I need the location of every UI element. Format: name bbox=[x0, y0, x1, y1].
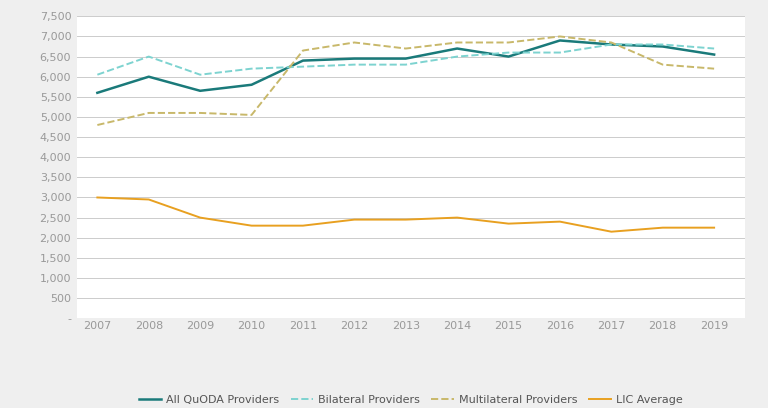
Bilateral Providers bbox=[555, 50, 564, 55]
All QuODA Providers bbox=[401, 56, 410, 61]
Multilateral Providers bbox=[452, 40, 462, 45]
All QuODA Providers bbox=[349, 56, 359, 61]
Multilateral Providers bbox=[144, 111, 154, 115]
Bilateral Providers bbox=[710, 46, 719, 51]
LIC Average bbox=[504, 221, 513, 226]
Multilateral Providers bbox=[401, 46, 410, 51]
All QuODA Providers bbox=[607, 42, 616, 47]
Bilateral Providers bbox=[144, 54, 154, 59]
Multilateral Providers bbox=[658, 62, 667, 67]
LIC Average bbox=[607, 229, 616, 234]
Multilateral Providers bbox=[504, 40, 513, 45]
LIC Average bbox=[144, 197, 154, 202]
Multilateral Providers bbox=[710, 66, 719, 71]
Multilateral Providers bbox=[349, 40, 359, 45]
Line: Bilateral Providers: Bilateral Providers bbox=[98, 44, 714, 75]
All QuODA Providers bbox=[144, 74, 154, 79]
Multilateral Providers bbox=[196, 111, 205, 115]
All QuODA Providers bbox=[196, 89, 205, 93]
All QuODA Providers bbox=[93, 90, 102, 95]
Bilateral Providers bbox=[504, 50, 513, 55]
All QuODA Providers bbox=[247, 82, 257, 87]
LIC Average bbox=[247, 223, 257, 228]
LIC Average bbox=[93, 195, 102, 200]
All QuODA Providers bbox=[504, 54, 513, 59]
Multilateral Providers bbox=[93, 122, 102, 127]
Bilateral Providers bbox=[452, 54, 462, 59]
Bilateral Providers bbox=[658, 42, 667, 47]
Line: Multilateral Providers: Multilateral Providers bbox=[98, 36, 714, 125]
Multilateral Providers bbox=[555, 34, 564, 39]
Multilateral Providers bbox=[607, 40, 616, 45]
Multilateral Providers bbox=[298, 48, 307, 53]
LIC Average bbox=[658, 225, 667, 230]
LIC Average bbox=[710, 225, 719, 230]
All QuODA Providers bbox=[658, 44, 667, 49]
Bilateral Providers bbox=[607, 42, 616, 47]
Line: LIC Average: LIC Average bbox=[98, 197, 714, 232]
Bilateral Providers bbox=[298, 64, 307, 69]
Bilateral Providers bbox=[349, 62, 359, 67]
Bilateral Providers bbox=[196, 72, 205, 77]
Bilateral Providers bbox=[401, 62, 410, 67]
Bilateral Providers bbox=[247, 66, 257, 71]
All QuODA Providers bbox=[555, 38, 564, 43]
Legend: All QuODA Providers, Bilateral Providers, Multilateral Providers, LIC Average: All QuODA Providers, Bilateral Providers… bbox=[134, 390, 687, 408]
LIC Average bbox=[401, 217, 410, 222]
LIC Average bbox=[349, 217, 359, 222]
All QuODA Providers bbox=[710, 52, 719, 57]
All QuODA Providers bbox=[452, 46, 462, 51]
Bilateral Providers bbox=[93, 72, 102, 77]
Multilateral Providers bbox=[247, 113, 257, 118]
LIC Average bbox=[452, 215, 462, 220]
LIC Average bbox=[196, 215, 205, 220]
LIC Average bbox=[298, 223, 307, 228]
All QuODA Providers bbox=[298, 58, 307, 63]
Line: All QuODA Providers: All QuODA Providers bbox=[98, 40, 714, 93]
LIC Average bbox=[555, 219, 564, 224]
